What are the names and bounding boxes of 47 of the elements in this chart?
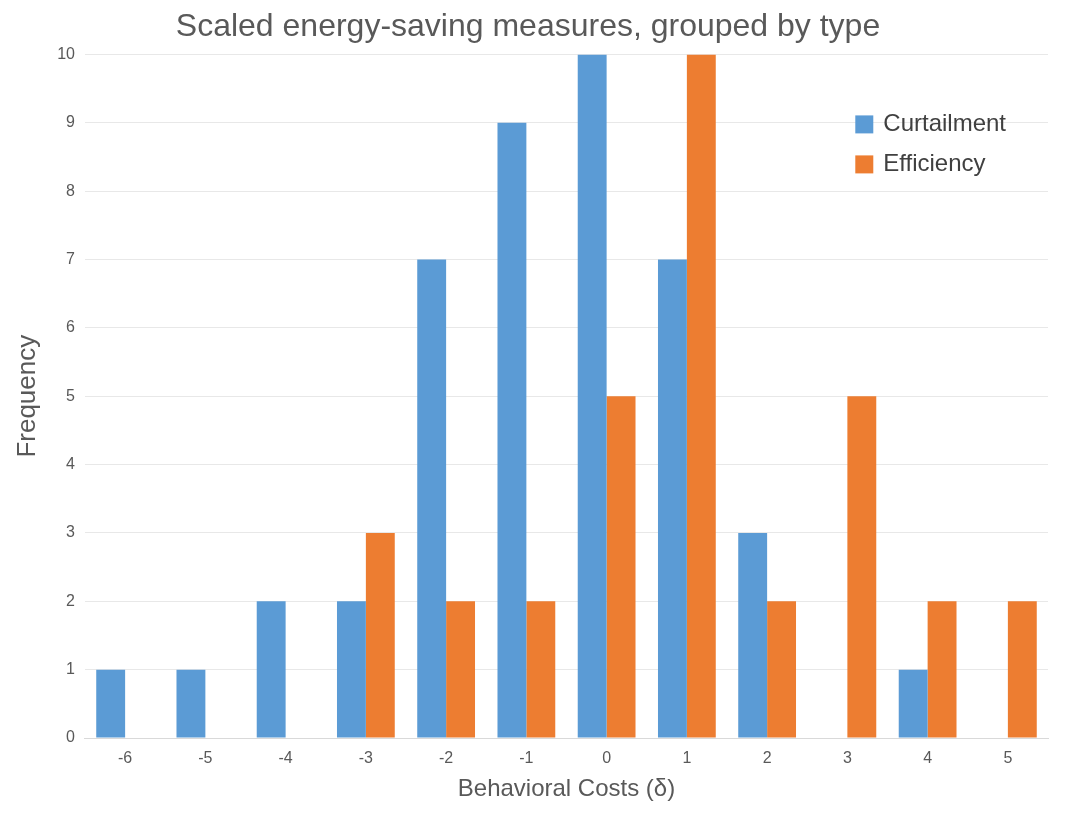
chart-title: Scaled energy-saving measures, grouped by type (175, 7, 881, 44)
x-tick-label: -1 (519, 749, 534, 767)
x-tick-label: 4 (923, 749, 933, 767)
x-tick-label: -6 (118, 749, 133, 767)
legend-label: Curtailment (883, 109, 1007, 137)
x-tick-label: 5 (1003, 749, 1013, 767)
y-tick-label: 3 (66, 523, 76, 541)
bar (256, 601, 286, 738)
y-axis-title: Frequency (10, 334, 41, 458)
x-tick-label: 0 (602, 749, 612, 767)
x-tick-label: -2 (439, 749, 454, 767)
y-tick-label: 9 (66, 113, 76, 131)
bar (417, 259, 447, 738)
y-tick-label: 10 (57, 44, 76, 62)
y-tick-label: 5 (66, 386, 76, 404)
bar (657, 259, 687, 738)
x-tick-label: -5 (198, 749, 213, 767)
y-tick-label: 0 (66, 728, 76, 746)
bar (1007, 601, 1037, 738)
y-tick-label: 2 (66, 591, 76, 609)
y-tick-label: 1 (66, 660, 76, 678)
bar (738, 532, 768, 738)
bar (176, 669, 206, 738)
bar (526, 601, 556, 738)
x-tick-label: 3 (842, 749, 852, 767)
x-axis-title: Behavioral Costs (δ) (457, 774, 676, 802)
bar (847, 396, 877, 738)
x-tick-label: -4 (278, 749, 293, 767)
x-tick-label: 1 (682, 749, 692, 767)
x-tick-label: 2 (762, 749, 772, 767)
bar (767, 601, 797, 738)
bar (686, 54, 716, 738)
bar (96, 669, 126, 738)
legend-label: Efficiency (883, 149, 986, 177)
bar (898, 669, 928, 738)
y-tick-label: 6 (66, 318, 76, 336)
x-tick-label: -3 (358, 749, 374, 767)
y-tick-label: 7 (66, 249, 76, 267)
bar (606, 396, 636, 738)
y-tick-label: 4 (66, 454, 76, 472)
y-tick-label: 8 (66, 181, 76, 199)
bar (497, 122, 527, 738)
bar (446, 601, 476, 738)
bar (927, 601, 957, 738)
bar (577, 54, 607, 738)
bar (365, 532, 395, 738)
bar (336, 601, 366, 738)
